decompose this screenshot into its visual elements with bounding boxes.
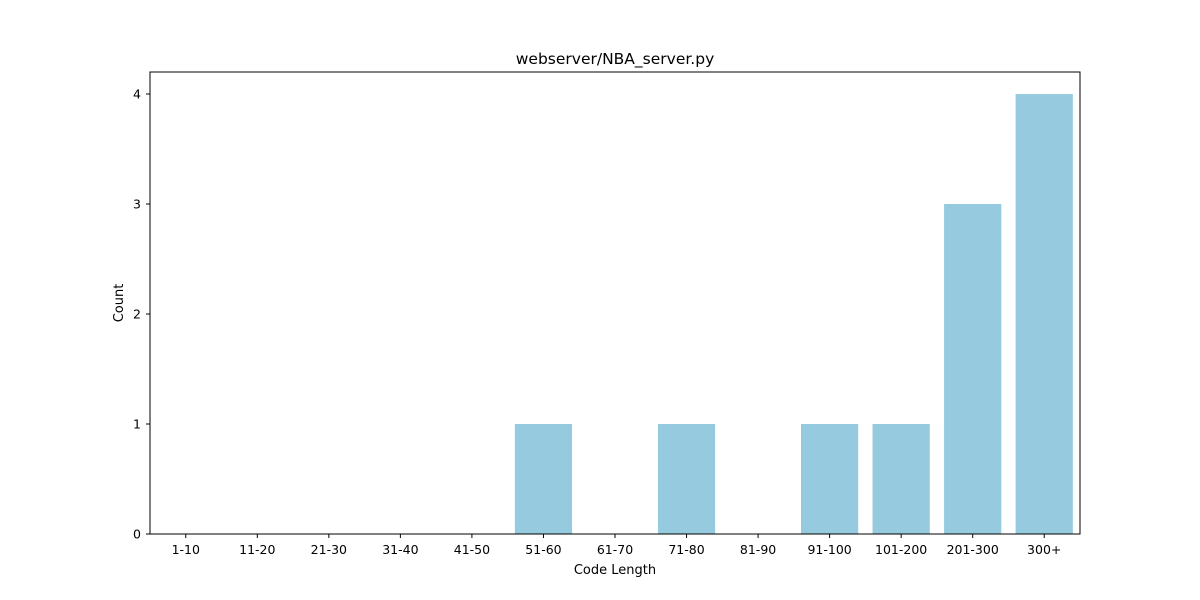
bar-71-80: [657, 424, 716, 534]
y-tick-label: 1: [133, 417, 141, 432]
y-tick-label: 3: [133, 197, 141, 212]
x-tick-label: 11-20: [239, 542, 275, 557]
y-tick-label: 0: [133, 527, 141, 542]
y-axis-title: Count: [112, 284, 127, 323]
bar-91-100: [801, 424, 859, 534]
x-tick-label: 61-70: [597, 542, 633, 557]
bars-group: [514, 94, 1073, 534]
x-axis-ticks: 1-10 11-20 21-30 31-40 41-50 51-60 61-70 71-80 8…: [172, 534, 1061, 557]
x-axis-title: Code Length: [574, 563, 656, 578]
bar-300+: [1015, 94, 1073, 534]
x-tick-label: 300+: [1027, 542, 1061, 557]
bar-101-200: [872, 424, 930, 534]
x-tick-label: 21-30: [311, 542, 347, 557]
bar-201-300: [944, 204, 1002, 534]
x-tick-label: 41-50: [454, 542, 490, 557]
plot-frame: [149, 71, 1081, 535]
x-tick-label: 101-200: [875, 542, 927, 557]
x-tick-label: 91-100: [807, 542, 851, 557]
x-tick-label: 201-300: [947, 542, 999, 557]
x-tick-label: 1-10: [172, 542, 200, 557]
y-tick-label: 4: [133, 87, 141, 102]
y-tick-label: 2: [133, 307, 141, 322]
x-tick-label: 31-40: [382, 542, 418, 557]
x-tick-label: 81-90: [740, 542, 776, 557]
bar-51-60: [514, 424, 573, 534]
chart-title: webserver/NBA_server.py: [516, 50, 715, 69]
x-tick-label: 71-80: [668, 542, 704, 557]
x-tick-label: 51-60: [525, 542, 561, 557]
y-axis-ticks: 0 1 2 3 4: [133, 87, 150, 542]
